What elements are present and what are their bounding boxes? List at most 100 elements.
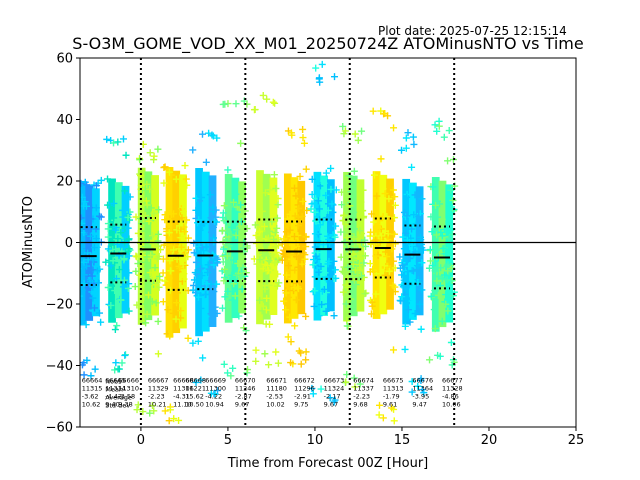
data-point	[287, 338, 295, 346]
data-point	[133, 253, 141, 261]
data-point	[433, 277, 441, 285]
data-point	[91, 229, 99, 237]
data-point	[410, 211, 418, 219]
stat-line: 9.38	[118, 400, 132, 408]
x-tick-label: 25	[568, 433, 585, 448]
stat-line: 11221	[185, 384, 206, 392]
data-point	[330, 312, 338, 320]
data-point	[220, 245, 228, 253]
data-point	[177, 234, 185, 242]
data-point	[328, 200, 336, 208]
data-point	[342, 221, 350, 229]
stat-line: Average	[105, 393, 132, 401]
data-point	[223, 252, 231, 260]
data-point	[427, 292, 435, 300]
data-point	[302, 243, 310, 251]
data-point	[124, 224, 132, 232]
data-point	[263, 95, 271, 103]
data-point	[86, 278, 94, 286]
data-point	[386, 256, 394, 264]
data-point	[192, 206, 200, 214]
data-point	[402, 229, 410, 237]
data-point	[104, 220, 112, 228]
data-point	[274, 195, 282, 203]
orbit-band	[283, 173, 292, 324]
data-point	[431, 325, 439, 333]
data-point	[391, 201, 399, 209]
data-point	[253, 260, 261, 268]
data-point	[172, 175, 180, 183]
data-point	[270, 235, 278, 243]
data-point	[92, 182, 100, 190]
data-point	[89, 266, 97, 274]
stat-label: 66669 11300 -4.22 10.94	[205, 376, 226, 408]
data-point	[80, 264, 87, 272]
data-point	[390, 124, 398, 132]
data-point	[258, 307, 266, 315]
data-point	[160, 179, 168, 187]
data-point	[255, 227, 263, 235]
data-point	[383, 213, 391, 221]
orbit-band	[172, 170, 181, 334]
stat-line: Std dev	[105, 401, 130, 409]
stat-line: 9.75	[294, 400, 308, 408]
data-point	[252, 357, 260, 365]
data-point	[340, 212, 348, 220]
data-point	[425, 264, 433, 272]
data-point	[315, 75, 323, 83]
data-point	[148, 402, 156, 410]
stat-line: -2.91	[294, 392, 311, 400]
data-point	[80, 259, 82, 261]
data-point	[80, 286, 86, 294]
data-point	[322, 191, 330, 199]
data-point	[198, 244, 206, 252]
plot-date: Plot date: 2025-07-25 12:15:14	[378, 24, 567, 38]
data-point	[370, 171, 378, 179]
stat-label: 66664 11315 -3.62 10.62	[82, 376, 103, 408]
y-tick-label: 0	[65, 236, 73, 251]
data-point	[319, 217, 327, 225]
data-point	[361, 290, 369, 298]
data-point	[331, 233, 339, 241]
data-point	[207, 228, 215, 236]
data-point	[282, 289, 290, 297]
data-point	[444, 261, 452, 269]
stat-line: 10.06	[442, 400, 461, 408]
data-point	[221, 293, 229, 301]
data-point	[311, 208, 319, 216]
data-point	[80, 219, 86, 227]
data-point	[282, 306, 290, 314]
data-point	[383, 253, 391, 261]
stat-label: 66665 11314 -4.42 9.40	[105, 376, 126, 408]
data-point	[438, 232, 446, 240]
data-point	[284, 262, 292, 270]
stat-line: 9.67	[235, 400, 249, 408]
data-point	[414, 279, 422, 287]
data-point	[173, 255, 181, 263]
data-point	[284, 293, 292, 301]
data-point	[125, 307, 133, 315]
data-point	[288, 131, 296, 139]
stat-label: 66668 11221 15.62 10.50	[185, 376, 206, 408]
stat-line: -4.22	[205, 392, 222, 400]
y-axis-ticks: −60 −40 −20 0 20 40 60	[46, 52, 80, 436]
stat-line: 11.10	[173, 400, 192, 408]
data-point	[89, 256, 97, 264]
data-point	[391, 193, 399, 201]
stat-line: 11324	[324, 384, 345, 392]
data-point	[287, 214, 295, 222]
data-point	[80, 258, 88, 266]
data-point	[388, 217, 396, 225]
data-point	[109, 257, 117, 265]
data-point	[384, 230, 392, 238]
data-point	[389, 186, 397, 194]
data-point	[119, 135, 127, 143]
x-tick-label: 0	[137, 433, 145, 448]
data-point	[339, 288, 347, 296]
data-point	[159, 269, 167, 277]
data-point	[315, 268, 323, 276]
data-point	[229, 198, 237, 206]
data-point	[441, 271, 449, 279]
data-point	[398, 293, 406, 301]
data-point	[403, 212, 411, 220]
